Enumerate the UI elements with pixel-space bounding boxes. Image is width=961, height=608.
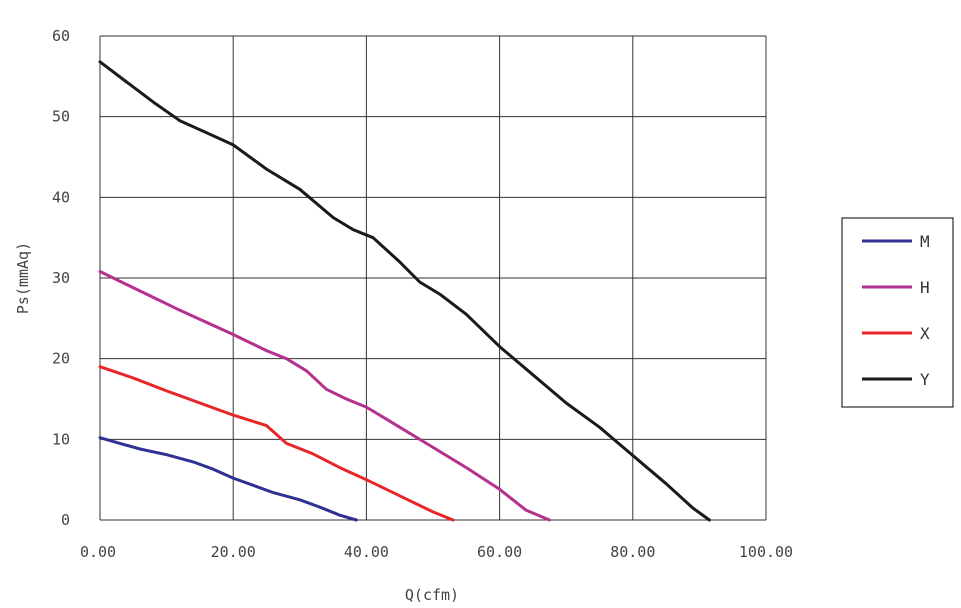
x-tick-label: 100.00 (739, 543, 793, 561)
x-tick-label: 0.00 (80, 543, 116, 561)
series-lines (98, 60, 711, 522)
series-line-m (98, 436, 358, 522)
y-axis-title: Ps(mmAq) (14, 242, 32, 314)
legend-box (841, 217, 954, 408)
x-axis-ticks: 0.00 20.00 40.00 60.00 80.00 100.00 (80, 543, 793, 561)
y-tick-label: 30 (52, 269, 70, 287)
x-tick-label: 40.00 (344, 543, 389, 561)
series-line-h (98, 270, 551, 522)
legend-label-y: Y (920, 370, 930, 389)
legend-label-m: M (920, 232, 930, 251)
x-tick-label: 60.00 (477, 543, 522, 561)
x-axis-title: Q(cfm) (405, 586, 459, 604)
legend: M H X Y (841, 217, 954, 408)
series-line-x (98, 365, 455, 522)
legend-label-h: H (920, 278, 930, 297)
x-tick-label: 20.00 (211, 543, 256, 561)
y-tick-label: 10 (52, 430, 70, 448)
y-tick-label: 0 (61, 511, 70, 529)
series-line-y (98, 60, 711, 522)
y-tick-label: 60 (52, 27, 70, 45)
y-tick-label: 40 (52, 188, 70, 206)
legend-label-x: X (920, 324, 930, 343)
x-tick-label: 80.00 (610, 543, 655, 561)
y-axis-ticks: 0 10 20 30 40 50 60 (52, 27, 70, 529)
grid-lines (99, 35, 767, 521)
y-tick-label: 20 (52, 350, 70, 368)
y-tick-label: 50 (52, 108, 70, 126)
